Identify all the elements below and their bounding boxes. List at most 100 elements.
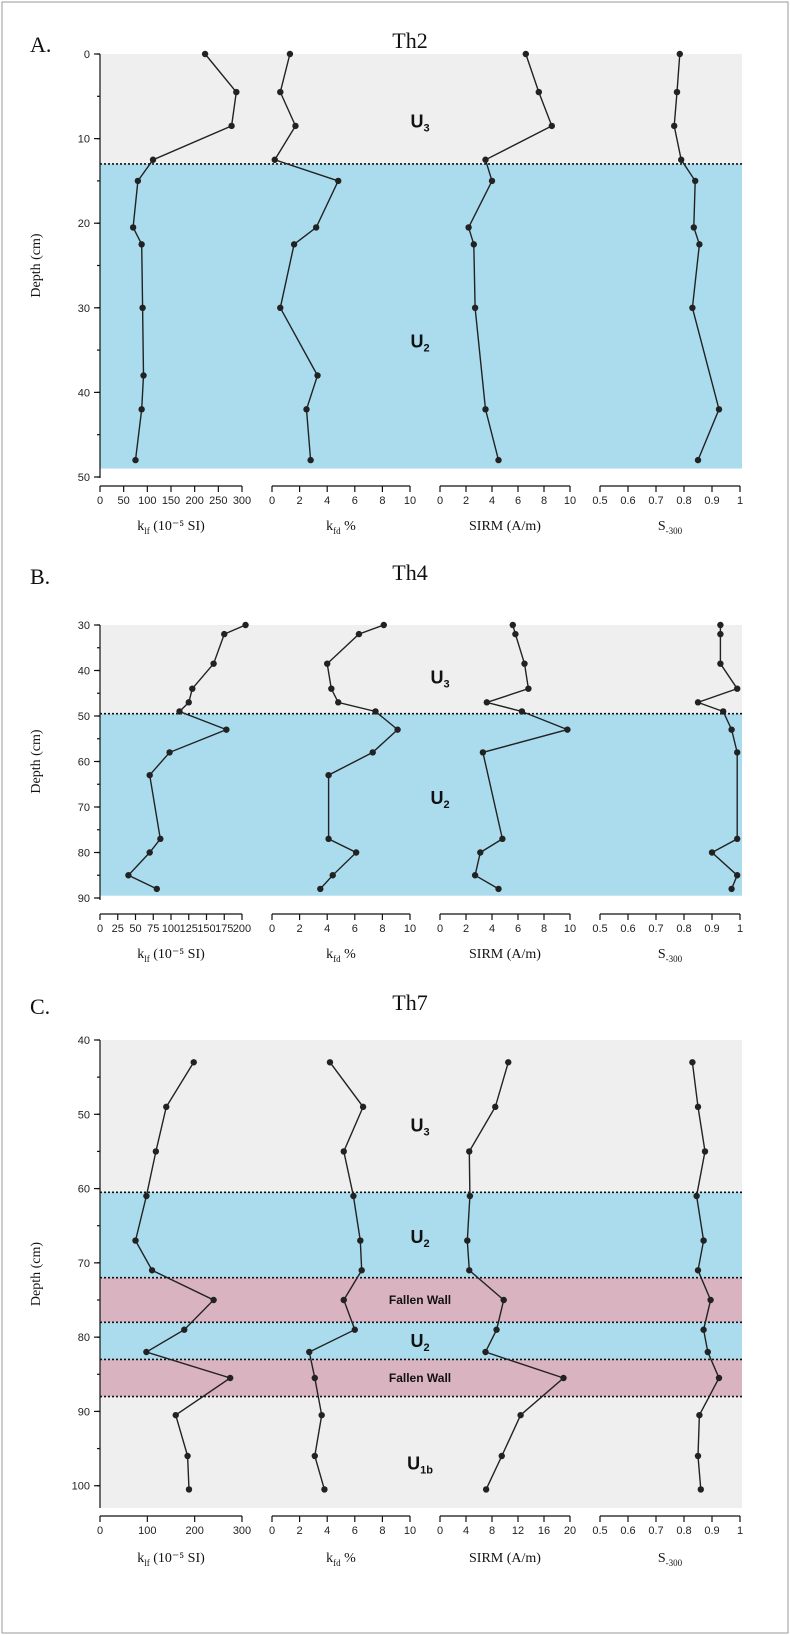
data-point [671,122,678,130]
data-point [704,1348,711,1356]
data-point [720,708,727,715]
x-tick-label: 4 [324,1525,330,1537]
y-tick-label: 50 [78,472,90,484]
unit-label: U3 [410,1115,429,1138]
x-tick-label: 100 [138,495,156,507]
x-tick-label: 0.9 [704,495,719,507]
data-point [157,835,164,843]
series-line [467,53,553,461]
data-point [306,1348,313,1356]
data-point [715,1374,723,1382]
data-point [223,726,230,733]
x-tick-label: 0.6 [620,495,635,507]
x-tick-label: 4 [324,923,330,935]
data-point [292,122,299,130]
data-point [329,872,336,879]
data-point [125,872,132,879]
data-point [505,1059,512,1066]
x-tick-label: 50 [118,495,130,507]
data-point [560,1374,567,1382]
x-tick-label: 0.6 [620,1525,635,1537]
data-point [498,1452,505,1460]
data-point [493,1326,500,1333]
data-point [728,885,735,893]
x-tick-label: 1 [737,495,743,507]
x-tick-label: 0 [269,495,275,507]
data-point [692,177,699,185]
data-point [734,835,741,843]
data-point [176,708,183,715]
data-point [146,849,153,856]
data-point [355,630,363,638]
stratigraphic-band [100,163,742,469]
y-tick-label: 10 [78,134,90,146]
data-point [372,708,379,715]
data-point [466,1148,473,1155]
data-point [210,660,217,667]
data-point [394,726,401,733]
x-tick-label: 0.7 [648,1525,663,1537]
x-tick-label: 6 [352,923,358,935]
y-tick-label: 80 [78,848,90,860]
data-point [185,699,192,706]
data-point [548,122,555,130]
x-tick-label: 2 [297,495,303,507]
x-tick-label: 10 [564,495,576,507]
data-point [184,1452,191,1460]
y-tick-label: 40 [78,666,90,678]
data-point [312,224,320,231]
data-point [132,456,139,464]
data-point [690,224,697,231]
x-tick-label: 2 [463,495,469,507]
y-tick-label: 30 [78,303,90,315]
unit-label: U3 [410,112,429,135]
data-point [221,630,228,638]
data-point [482,156,489,163]
x-tick-label: 6 [515,923,521,935]
x-tick-label: 6 [515,495,521,507]
x-axis-label: SIRM (A/m) [469,519,541,534]
data-point [734,685,741,692]
x-tick-label: 0.8 [676,1525,691,1537]
x-tick-label: 0.8 [676,495,691,507]
x-tick-label: 200 [233,923,251,935]
x-tick-label: 0 [97,495,103,507]
data-point [694,1267,702,1274]
y-tick-label: 40 [78,387,90,399]
y-tick-label: 70 [78,802,90,814]
data-point [317,885,324,893]
data-point [351,1326,358,1333]
y-tick-label: 0 [84,49,90,61]
band-label: Fallen Wall [389,1293,451,1307]
data-point [673,88,681,96]
x-axis-label: kfd % [326,947,356,964]
band-label: Fallen Wall [389,1371,451,1385]
y-tick-label: 40 [78,1035,90,1047]
data-point [129,224,137,231]
x-tick-label: 0.8 [676,923,691,935]
data-point [134,177,142,185]
data-point [328,685,335,692]
data-point [471,304,479,311]
stratigraphic-band [100,1359,742,1397]
panel-letter: B. [30,564,50,589]
data-point [318,1411,325,1419]
panel-title: Th7 [392,990,427,1015]
data-point [233,88,240,96]
unit-label: U1b [407,1453,433,1476]
series-line [673,53,720,461]
x-tick-label: 10 [404,495,416,507]
x-axis-label: S-300 [658,1551,683,1568]
data-point [132,1237,139,1244]
x-tick-label: 10 [404,1525,416,1537]
data-point [477,849,484,856]
data-point [466,1267,473,1274]
data-point [717,621,724,629]
data-point [464,1237,471,1244]
panel-letter: C. [30,994,50,1019]
data-point [152,1148,160,1155]
data-point [495,885,502,893]
data-point [512,630,519,638]
